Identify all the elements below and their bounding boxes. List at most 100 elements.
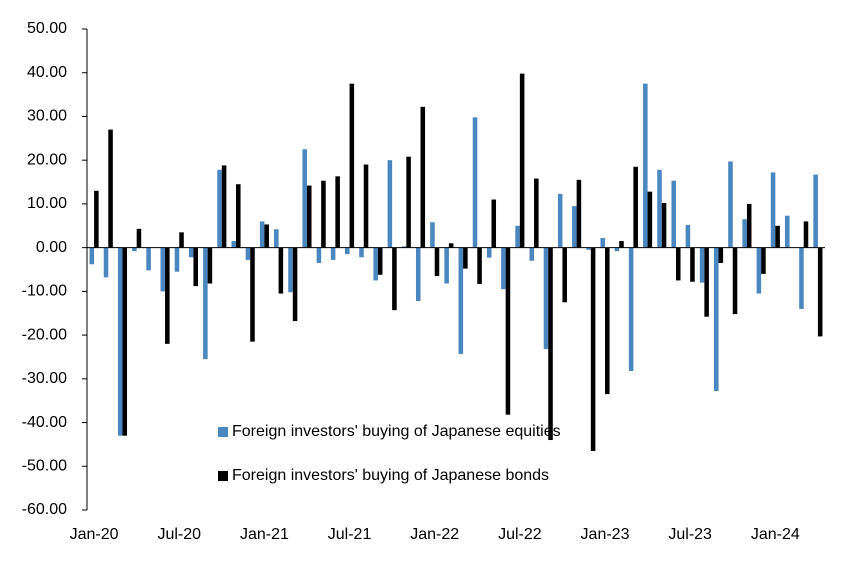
- y-tick-label: 30.00: [27, 108, 67, 125]
- bar: [614, 247, 620, 252]
- bar: [714, 247, 719, 392]
- bar: [231, 241, 237, 248]
- bar: [586, 247, 591, 250]
- bar: [392, 247, 397, 311]
- x-tick-label: Jul-20: [157, 526, 201, 543]
- bar: [557, 193, 563, 248]
- bar: [477, 247, 482, 284]
- bar: [817, 247, 823, 337]
- bar: [491, 199, 497, 248]
- bar: [813, 174, 818, 248]
- x-tick-label: Jan-21: [240, 526, 289, 543]
- y-tick-label: -30.00: [22, 370, 67, 387]
- x-tick-label: Jul-23: [668, 526, 712, 543]
- x-tick-label: Jan-20: [70, 526, 119, 543]
- bar: [576, 179, 582, 248]
- bar: [472, 117, 478, 248]
- bar: [345, 247, 350, 255]
- bar: [633, 166, 638, 248]
- bar: [349, 83, 355, 248]
- bar: [89, 247, 95, 265]
- bar: [671, 180, 676, 248]
- bar: [543, 247, 549, 350]
- y-tick-label: -60.00: [22, 501, 67, 518]
- bar: [264, 224, 269, 248]
- x-tick-label: Jan-23: [581, 526, 630, 543]
- bar: [259, 221, 265, 248]
- bar: [501, 247, 506, 290]
- bar: [515, 225, 520, 248]
- bar: [756, 247, 762, 294]
- x-tick-label: Jul-21: [328, 526, 372, 543]
- bar: [179, 232, 184, 248]
- bar: [146, 247, 151, 271]
- bar: [430, 222, 435, 248]
- bar: [94, 190, 99, 248]
- y-tick-label: -50.00: [22, 457, 67, 474]
- bar: [647, 191, 653, 248]
- bar: [685, 224, 691, 248]
- bar: [486, 247, 492, 258]
- y-tick-label: 20.00: [27, 151, 67, 168]
- y-tick-label: 40.00: [27, 64, 67, 81]
- bar: [458, 247, 464, 354]
- bar: [572, 206, 577, 248]
- bar: [619, 241, 624, 248]
- y-tick-label: 50.00: [27, 20, 67, 37]
- bar: [718, 247, 724, 263]
- x-tick-label: Jan-24: [751, 526, 800, 543]
- bar: [306, 185, 312, 248]
- bar: [661, 203, 667, 248]
- bar: [103, 247, 109, 278]
- bar: [548, 247, 553, 441]
- bar: [803, 221, 809, 248]
- bar: [590, 247, 596, 451]
- bar: [387, 160, 393, 248]
- bar: [444, 247, 449, 284]
- bar: [174, 247, 180, 272]
- bar: [675, 247, 681, 281]
- bar: [330, 247, 336, 260]
- bar: [274, 229, 279, 248]
- bar: [136, 228, 142, 248]
- bar: [628, 247, 634, 371]
- bar: [108, 129, 113, 248]
- bar: [321, 180, 326, 248]
- bar: [165, 247, 170, 344]
- bar: [335, 176, 340, 248]
- bar: [359, 247, 364, 258]
- bar: [420, 106, 426, 248]
- bar: [799, 247, 804, 309]
- bar: [117, 247, 123, 436]
- bar: [562, 247, 567, 303]
- bar: [690, 247, 695, 282]
- legend-swatch: [218, 471, 228, 481]
- bar: [250, 247, 255, 342]
- bar: [316, 247, 322, 263]
- bar: [373, 247, 378, 281]
- y-tick-label: 10.00: [27, 195, 67, 212]
- bar: [221, 165, 227, 248]
- bar: [207, 247, 213, 284]
- bar: [122, 247, 128, 436]
- bar: [600, 238, 606, 248]
- bar: [132, 247, 137, 252]
- bar: [761, 247, 766, 274]
- bar: [699, 247, 705, 283]
- bar: [188, 247, 194, 258]
- bar: [203, 247, 208, 360]
- x-tick-label: Jan-22: [410, 526, 459, 543]
- bar: [732, 247, 738, 315]
- bar: [784, 215, 790, 248]
- bar: [746, 203, 752, 248]
- bar: [775, 225, 780, 248]
- bar: [288, 247, 293, 293]
- bar: [217, 169, 222, 248]
- bar: [448, 243, 454, 248]
- y-tick-label: -40.00: [22, 414, 67, 431]
- bar: [519, 73, 525, 248]
- bar: [236, 184, 241, 248]
- bar: [657, 169, 662, 248]
